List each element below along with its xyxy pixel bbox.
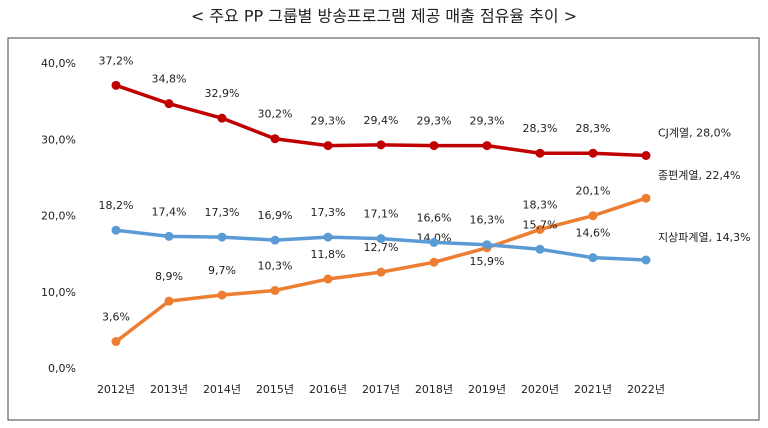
- data-label: 11,8%: [311, 248, 346, 261]
- end-label: 종편계열, 22,4%: [658, 169, 740, 182]
- data-label: 29,3%: [470, 115, 505, 128]
- data-point: [376, 140, 386, 150]
- data-point: [111, 225, 121, 235]
- data-point: [270, 134, 280, 144]
- x-tick-label: 2016년: [309, 383, 347, 396]
- data-label: 8,9%: [155, 270, 183, 283]
- data-point: [535, 244, 545, 254]
- chart-title: < 주요 PP 그룹별 방송프로그램 제공 매출 점유율 추이 >: [191, 7, 577, 26]
- data-label: 32,9%: [205, 87, 240, 100]
- data-label: 18,3%: [523, 198, 558, 211]
- data-point: [429, 141, 439, 151]
- data-point: [641, 193, 651, 203]
- data-point: [217, 232, 227, 242]
- data-point: [482, 240, 492, 250]
- end-label: 지상파계열, 14,3%: [658, 231, 751, 244]
- data-label: 17,3%: [205, 206, 240, 219]
- data-label: 20,1%: [576, 185, 611, 198]
- data-point: [376, 267, 386, 277]
- data-point: [164, 296, 174, 306]
- data-point: [164, 99, 174, 109]
- data-label: 16,3%: [470, 214, 505, 227]
- data-point: [376, 234, 386, 244]
- data-label: 17,1%: [364, 208, 399, 221]
- data-point: [164, 231, 174, 241]
- data-label: 10,3%: [258, 259, 293, 272]
- data-point: [111, 337, 121, 347]
- data-point: [641, 255, 651, 265]
- data-label: 37,2%: [99, 54, 134, 67]
- data-point: [270, 285, 280, 295]
- data-point: [588, 148, 598, 158]
- data-label: 15,7%: [523, 218, 558, 231]
- data-point: [535, 224, 545, 234]
- data-label: 17,4%: [152, 205, 187, 218]
- data-label: 14,6%: [576, 227, 611, 240]
- data-label: 29,3%: [417, 115, 452, 128]
- y-tick-label: 30,0%: [41, 133, 76, 146]
- data-label: 34,8%: [152, 73, 187, 86]
- data-point: [111, 80, 121, 90]
- data-label: 9,7%: [208, 264, 236, 277]
- y-tick-label: 40,0%: [41, 57, 76, 70]
- x-tick-label: 2015년: [256, 383, 294, 396]
- chart-frame: [7, 37, 760, 421]
- x-tick-label: 2021년: [574, 383, 612, 396]
- data-point: [270, 235, 280, 245]
- x-tick-label: 2013년: [150, 383, 188, 396]
- data-label: 18,2%: [99, 199, 134, 212]
- data-point: [217, 113, 227, 123]
- x-tick-label: 2014년: [203, 383, 241, 396]
- end-label: CJ계열, 28,0%: [658, 127, 731, 140]
- data-label: 17,3%: [311, 206, 346, 219]
- data-label: 30,2%: [258, 108, 293, 121]
- data-point: [323, 141, 333, 151]
- data-point: [217, 290, 227, 300]
- data-point: [429, 237, 439, 247]
- data-point: [535, 148, 545, 158]
- data-label: 28,3%: [576, 122, 611, 135]
- y-tick-label: 20,0%: [41, 210, 76, 223]
- data-label: 29,3%: [311, 115, 346, 128]
- x-tick-label: 2018년: [415, 383, 453, 396]
- data-point: [641, 151, 651, 160]
- data-label: 15,9%: [470, 255, 505, 268]
- data-point: [482, 141, 492, 151]
- data-label: 28,3%: [523, 122, 558, 135]
- data-point: [588, 253, 598, 263]
- data-label: 29,4%: [364, 114, 399, 127]
- data-point: [588, 211, 598, 221]
- y-tick-label: 10,0%: [41, 286, 76, 299]
- data-label: 16,9%: [258, 209, 293, 222]
- data-label: 16,6%: [417, 211, 452, 224]
- data-label: 12,7%: [364, 241, 399, 254]
- y-tick-label: 0,0%: [48, 362, 76, 375]
- data-point: [323, 274, 333, 284]
- data-label: 3,6%: [102, 311, 130, 324]
- x-tick-label: 2012년: [97, 383, 135, 396]
- x-tick-label: 2020년: [521, 383, 559, 396]
- x-tick-label: 2017년: [362, 383, 400, 396]
- x-tick-label: 2019년: [468, 383, 506, 396]
- x-tick-label: 2022년: [627, 383, 665, 396]
- data-point: [323, 232, 333, 242]
- data-point: [429, 257, 439, 267]
